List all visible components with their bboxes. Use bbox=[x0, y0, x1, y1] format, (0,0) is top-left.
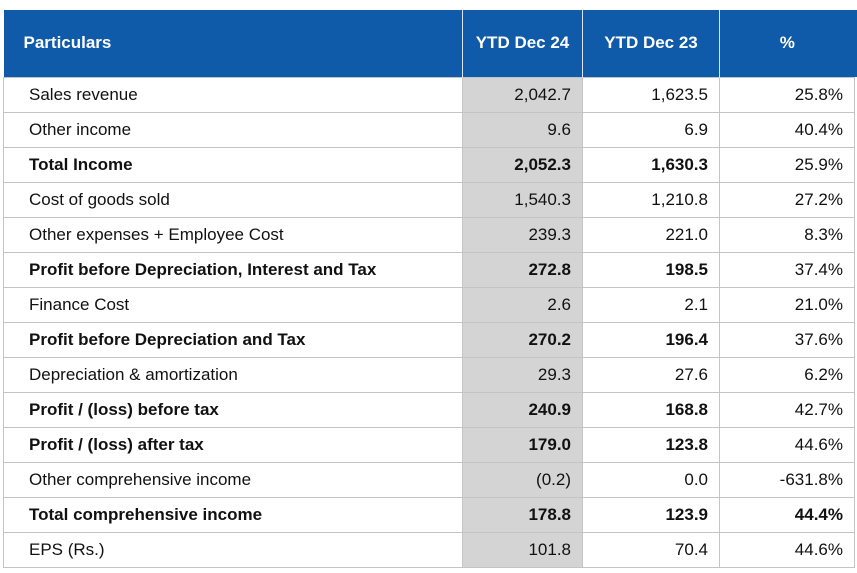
cell-ytd-dec-24: 240.9 bbox=[462, 391, 583, 428]
table-body: Sales revenue 2,042.7 1,623.5 25.8% Other in… bbox=[3, 76, 855, 568]
header-particulars: Particulars bbox=[3, 10, 463, 77]
cell-ytd-dec-23: 168.8 bbox=[582, 391, 720, 428]
row-label: Finance Cost bbox=[3, 286, 463, 323]
cell-percent: 25.8% bbox=[719, 76, 855, 113]
cell-ytd-dec-23: 1,623.5 bbox=[582, 76, 720, 113]
cell-ytd-dec-24: 2,052.3 bbox=[462, 146, 583, 183]
table-header: Particulars YTD Dec 24 YTD Dec 23 % bbox=[3, 10, 855, 77]
header-ytd-dec-23: YTD Dec 23 bbox=[582, 10, 720, 77]
cell-percent: -631.8% bbox=[719, 461, 855, 498]
table-row: Profit before Depreciation, Interest and… bbox=[3, 251, 855, 288]
row-label: Profit before Depreciation, Interest and… bbox=[3, 251, 463, 288]
header-percent: % bbox=[719, 10, 855, 77]
header-row: Particulars YTD Dec 24 YTD Dec 23 % bbox=[3, 10, 855, 77]
header-ytd-dec-24: YTD Dec 24 bbox=[462, 10, 583, 77]
cell-ytd-dec-23: 196.4 bbox=[582, 321, 720, 358]
row-label: Other comprehensive income bbox=[3, 461, 463, 498]
row-label: EPS (Rs.) bbox=[3, 531, 463, 568]
cell-ytd-dec-23: 6.9 bbox=[582, 111, 720, 148]
cell-ytd-dec-24: 9.6 bbox=[462, 111, 583, 148]
row-label: Profit / (loss) before tax bbox=[3, 391, 463, 428]
table-row: Profit / (loss) before tax 240.9 168.8 42.7… bbox=[3, 391, 855, 428]
cell-ytd-dec-24: 29.3 bbox=[462, 356, 583, 393]
cell-percent: 37.6% bbox=[719, 321, 855, 358]
table-row: Total comprehensive income 178.8 123.9 44.4… bbox=[3, 496, 855, 533]
row-label: Other income bbox=[3, 111, 463, 148]
cell-ytd-dec-24: 179.0 bbox=[462, 426, 583, 463]
row-label: Profit / (loss) after tax bbox=[3, 426, 463, 463]
cell-percent: 40.4% bbox=[719, 111, 855, 148]
cell-ytd-dec-24: (0.2) bbox=[462, 461, 583, 498]
cell-percent: 21.0% bbox=[719, 286, 855, 323]
cell-percent: 44.6% bbox=[719, 426, 855, 463]
row-label: Sales revenue bbox=[3, 76, 463, 113]
cell-ytd-dec-23: 1,630.3 bbox=[582, 146, 720, 183]
row-label: Cost of goods sold bbox=[3, 181, 463, 218]
table-row: Finance Cost 2.6 2.1 21.0% bbox=[3, 286, 855, 323]
row-label: Total comprehensive income bbox=[3, 496, 463, 533]
cell-percent: 37.4% bbox=[719, 251, 855, 288]
row-label: Total Income bbox=[3, 146, 463, 183]
cell-ytd-dec-24: 1,540.3 bbox=[462, 181, 583, 218]
cell-ytd-dec-23: 70.4 bbox=[582, 531, 720, 568]
table-row: Other comprehensive income (0.2) 0.0 -631.8… bbox=[3, 461, 855, 498]
cell-ytd-dec-23: 27.6 bbox=[582, 356, 720, 393]
row-label: Profit before Depreciation and Tax bbox=[3, 321, 463, 358]
table-row: Other income 9.6 6.9 40.4% bbox=[3, 111, 855, 148]
cell-ytd-dec-24: 178.8 bbox=[462, 496, 583, 533]
cell-percent: 44.4% bbox=[719, 496, 855, 533]
table-row: Profit / (loss) after tax 179.0 123.8 44.6% bbox=[3, 426, 855, 463]
cell-ytd-dec-24: 272.8 bbox=[462, 251, 583, 288]
cell-ytd-dec-24: 101.8 bbox=[462, 531, 583, 568]
table-row: Sales revenue 2,042.7 1,623.5 25.8% bbox=[3, 76, 855, 113]
cell-percent: 44.6% bbox=[719, 531, 855, 568]
table-row: Depreciation & amortization 29.3 27.6 6.2% bbox=[3, 356, 855, 393]
cell-percent: 42.7% bbox=[719, 391, 855, 428]
cell-ytd-dec-23: 221.0 bbox=[582, 216, 720, 253]
table-row: Profit before Depreciation and Tax 270.2 1… bbox=[3, 321, 855, 358]
cell-ytd-dec-23: 0.0 bbox=[582, 461, 720, 498]
cell-ytd-dec-23: 1,210.8 bbox=[582, 181, 720, 218]
cell-ytd-dec-23: 123.8 bbox=[582, 426, 720, 463]
cell-percent: 6.2% bbox=[719, 356, 855, 393]
cell-percent: 25.9% bbox=[719, 146, 855, 183]
cell-ytd-dec-23: 123.9 bbox=[582, 496, 720, 533]
cell-ytd-dec-24: 270.2 bbox=[462, 321, 583, 358]
table-row: Cost of goods sold 1,540.3 1,210.8 27.2% bbox=[3, 181, 855, 218]
cell-ytd-dec-23: 2.1 bbox=[582, 286, 720, 323]
financial-table: Particulars YTD Dec 24 YTD Dec 23 % Sale… bbox=[3, 10, 855, 568]
cell-ytd-dec-23: 198.5 bbox=[582, 251, 720, 288]
cell-percent: 8.3% bbox=[719, 216, 855, 253]
row-label: Depreciation & amortization bbox=[3, 356, 463, 393]
row-label: Other expenses + Employee Cost bbox=[3, 216, 463, 253]
table-row: EPS (Rs.) 101.8 70.4 44.6% bbox=[3, 531, 855, 568]
table-row: Total Income 2,052.3 1,630.3 25.9% bbox=[3, 146, 855, 183]
table-row: Other expenses + Employee Cost 239.3 221.0… bbox=[3, 216, 855, 253]
cell-ytd-dec-24: 239.3 bbox=[462, 216, 583, 253]
header-right-edge bbox=[854, 10, 857, 77]
cell-ytd-dec-24: 2.6 bbox=[462, 286, 583, 323]
cell-ytd-dec-24: 2,042.7 bbox=[462, 76, 583, 113]
cell-percent: 27.2% bbox=[719, 181, 855, 218]
